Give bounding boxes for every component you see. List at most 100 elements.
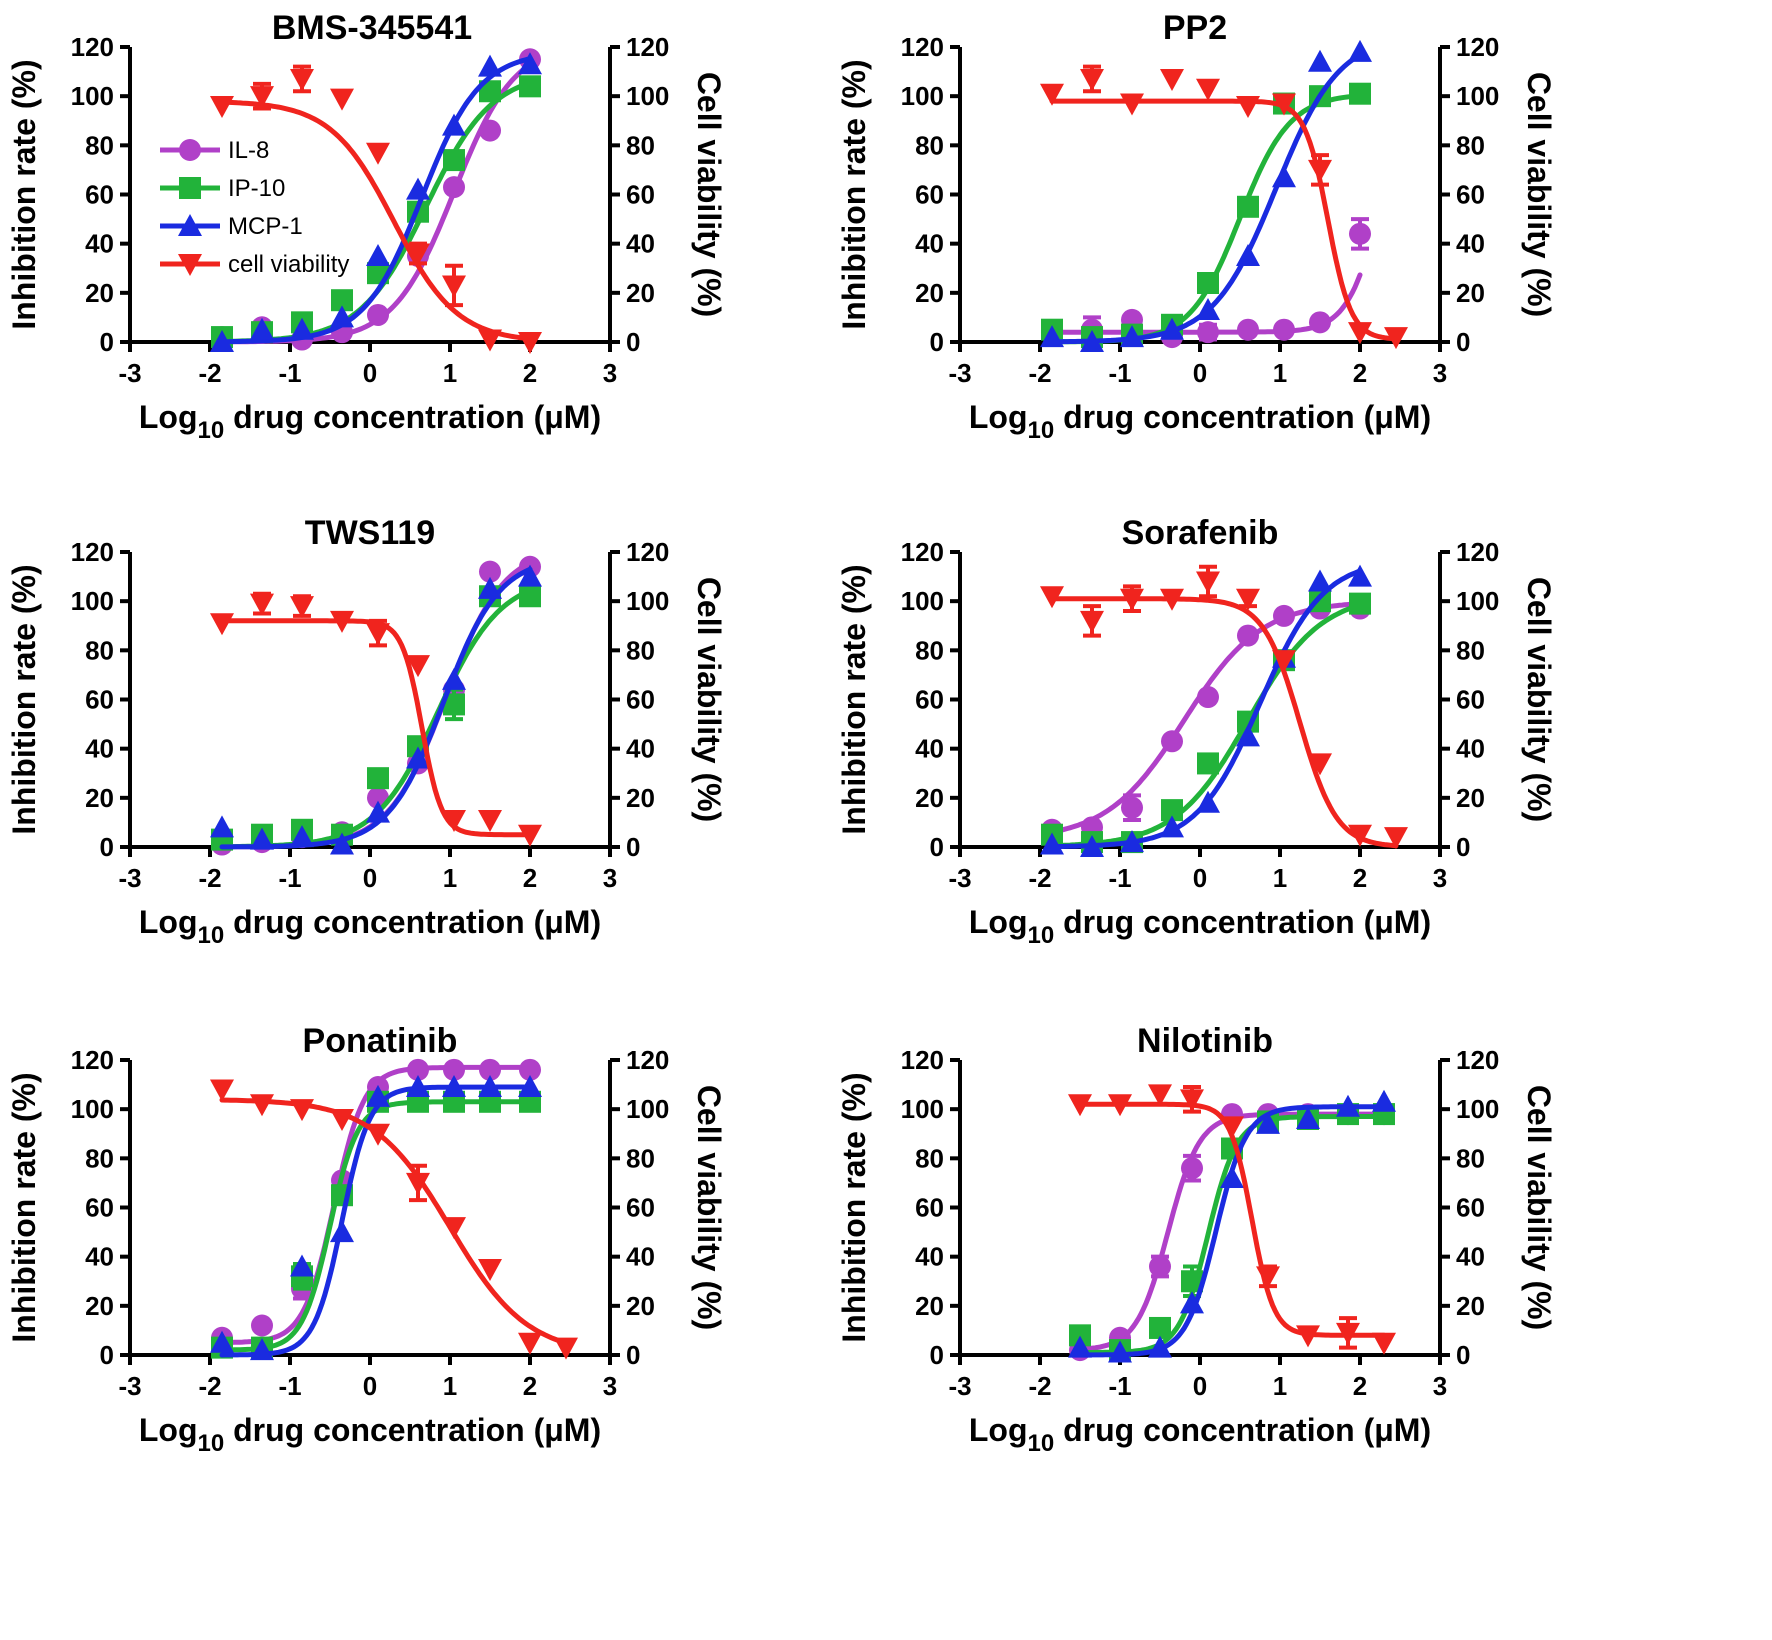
fit-curve (219, 1097, 569, 1346)
y-tick-label-right: 40 (1456, 229, 1485, 259)
x-tick-label: -2 (198, 1371, 221, 1401)
y-tick-label-left: 40 (915, 734, 944, 764)
x-tick-label: 2 (1353, 358, 1367, 388)
y-tick-label-left: 20 (85, 783, 114, 813)
data-point (1121, 796, 1143, 819)
y-tick-label-left: 100 (901, 586, 944, 616)
x-tick-label: 2 (1353, 1371, 1367, 1401)
y-tick-label-right: 100 (1456, 1094, 1499, 1124)
y-tick-label-left: 120 (901, 1045, 944, 1075)
y-tick-label-right: 80 (626, 1143, 655, 1173)
data-point (1040, 832, 1064, 855)
data-point (1272, 650, 1296, 673)
data-point (1237, 195, 1259, 218)
data-point (442, 809, 466, 832)
y-tick-label-right: 60 (626, 1193, 655, 1223)
data-point (1296, 1107, 1320, 1129)
y-tick-label-left: 0 (930, 327, 944, 357)
x-tick-label: 0 (363, 863, 377, 893)
x-axis-title-suffix: drug concentration (μM) (224, 399, 601, 435)
y-tick-label-right: 80 (626, 635, 655, 665)
y-tick-label-right: 40 (626, 229, 655, 259)
fit-curve (1049, 98, 1399, 342)
x-axis-title: Log10 drug concentration (μM) (139, 904, 601, 949)
legend-label: IL-8 (228, 137, 269, 164)
legend-label: cell viability (228, 251, 349, 278)
y-tick-label-right: 80 (1456, 635, 1485, 665)
data-point (1220, 1116, 1244, 1139)
y-tick-label-right: 0 (1456, 327, 1470, 357)
data-point (1197, 272, 1219, 294)
data-point (1120, 830, 1144, 853)
legend-marker (178, 214, 202, 236)
x-tick-label: -3 (118, 358, 141, 388)
data-point (330, 610, 354, 633)
data-point (1236, 96, 1260, 118)
x-axis-title-suffix: drug concentration (μM) (1054, 1412, 1431, 1448)
x-axis-title: Log10 drug concentration (μM) (969, 399, 1431, 444)
data-point (479, 560, 501, 583)
y-tick-label-right: 60 (1456, 685, 1485, 715)
data-point (443, 176, 465, 199)
y-tick-label-left: 20 (85, 278, 114, 308)
data-point (479, 119, 501, 142)
data-point (518, 1332, 542, 1355)
fit-curve (219, 99, 533, 342)
data-point (478, 1258, 502, 1281)
data-point (331, 289, 353, 312)
y-tick-label-right: 100 (1456, 586, 1499, 616)
y-tick-label-left: 80 (85, 635, 114, 665)
data-point (554, 1337, 578, 1360)
data-point (1180, 1291, 1204, 1314)
y-axis-title-right: Cell viability (%) (691, 577, 727, 822)
y-tick-label-left: 80 (915, 635, 944, 665)
y-axis-title-left: Inhibition rate (%) (836, 564, 872, 834)
x-tick-label: -2 (1028, 863, 1051, 893)
x-axis-title: Log10 drug concentration (μM) (969, 1412, 1431, 1457)
data-point (479, 1058, 501, 1081)
x-tick-label: -2 (198, 358, 221, 388)
chart-title: Sorafenib (1122, 514, 1279, 552)
series-cell-viability (210, 1079, 578, 1360)
data-point (1196, 571, 1220, 594)
x-tick-label: -3 (948, 1371, 971, 1401)
y-tick-label-right: 0 (1456, 1340, 1470, 1370)
fit-curve (1049, 602, 1363, 849)
data-point (210, 96, 234, 118)
x-axis-title-subscript: 10 (1028, 417, 1055, 444)
x-tick-label: 3 (603, 358, 617, 388)
data-point (330, 1109, 354, 1131)
data-point (442, 667, 466, 690)
y-tick-label-left: 120 (901, 537, 944, 567)
x-tick-label: -1 (278, 863, 301, 893)
data-point (1349, 222, 1371, 245)
y-tick-label-left: 0 (930, 1340, 944, 1370)
y-tick-label-right: 0 (626, 832, 640, 862)
y-axis-title-right: Cell viability (%) (691, 72, 727, 317)
x-tick-label: 3 (1433, 1371, 1447, 1401)
x-tick-label: 2 (523, 1371, 537, 1401)
data-point (1256, 1266, 1280, 1289)
fit-curve (219, 566, 533, 850)
data-point (1196, 78, 1220, 101)
data-point (518, 52, 542, 75)
x-axis-title-suffix: drug concentration (μM) (1054, 399, 1431, 435)
y-axis-title-left: Inhibition rate (%) (836, 59, 872, 329)
data-point (330, 832, 354, 855)
x-tick-label: 1 (1273, 358, 1287, 388)
data-point (478, 576, 502, 599)
x-tick-label: -3 (118, 1371, 141, 1401)
fit-curve (1077, 1101, 1387, 1338)
data-point (478, 1075, 502, 1098)
y-tick-label-left: 60 (915, 180, 944, 210)
data-point (210, 330, 234, 352)
chart-title: TWS119 (305, 514, 435, 552)
data-point (250, 1338, 274, 1361)
data-point (407, 1058, 429, 1081)
data-point (367, 767, 389, 790)
x-axis-title-subscript: 10 (1028, 922, 1055, 949)
